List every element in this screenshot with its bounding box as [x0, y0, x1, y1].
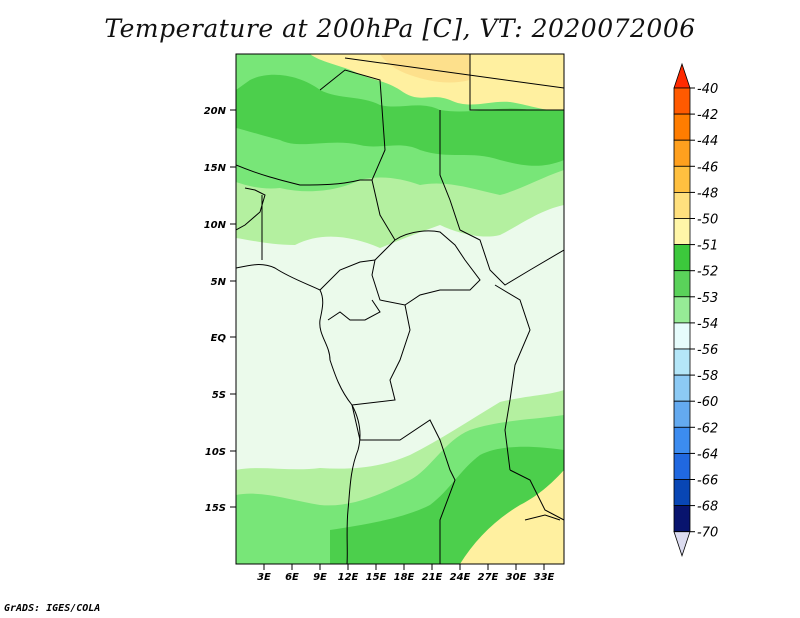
map-field [236, 54, 564, 564]
lon-label-27e: 27E [478, 572, 499, 583]
colorbar-label: -56 [697, 343, 718, 358]
lat-label-15n: 15N [204, 163, 227, 174]
colorbar-label: -53 [697, 291, 718, 306]
colorbar-label: -66 [697, 474, 718, 489]
colorbar-label: -42 [697, 108, 718, 123]
lon-label-15e: 15E [366, 572, 387, 583]
colorbar-swatch [673, 505, 691, 533]
colorbar-swatch [673, 270, 691, 298]
field-yellow-north [310, 54, 564, 111]
colorbar-label: -52 [697, 265, 718, 280]
colorbar-swatch [673, 479, 691, 507]
lon-label-3e: 3E [257, 572, 271, 583]
lon-label-24e: 24E [450, 572, 471, 583]
colorbar-label: -64 [697, 447, 718, 462]
longitude-axis: 3E 6E 9E 12E 15E 18E 21E 24E 27E 30E 33E [257, 564, 555, 583]
colorbar-label: -50 [697, 213, 718, 228]
credit-text: GrADS: IGES/COLA [4, 603, 101, 614]
colorbar-swatch [673, 452, 691, 480]
colorbar-top-arrow [673, 62, 691, 89]
lon-label-12e: 12E [338, 572, 359, 583]
lon-label-18e: 18E [394, 572, 415, 583]
colorbar-swatch [673, 113, 691, 141]
latitude-axis: 20N 15N 10N 5N EQ 5S 10S 15S [204, 106, 236, 514]
colorbar-label: -70 [697, 526, 718, 541]
lon-label-33e: 33E [534, 572, 555, 583]
colorbar-swatch [673, 426, 691, 454]
colorbar-label: -51 [697, 239, 718, 254]
colorbar-swatch [673, 139, 691, 167]
field-darkgreen-north [236, 74, 564, 166]
colorbar-label: -54 [697, 317, 718, 332]
country-borders [236, 54, 564, 564]
lat-label-5n: 5N [211, 277, 227, 288]
field-yellow-southeast [460, 470, 564, 564]
colorbar-swatch [673, 296, 691, 324]
colorbar-swatch [673, 191, 691, 219]
lat-label-eq: EQ [211, 333, 227, 344]
colorbar-label: -40 [697, 82, 718, 97]
colorbar-swatch [673, 322, 691, 350]
colorbar-swatch [673, 87, 691, 115]
colorbar-swatch [673, 374, 691, 402]
colorbar-label: -62 [697, 421, 718, 436]
lon-label-6e: 6E [285, 572, 299, 583]
colorbar-label: -60 [697, 395, 718, 410]
colorbar-label: -58 [697, 369, 718, 384]
colorbar-swatch [673, 348, 691, 376]
colorbar-swatch [673, 165, 691, 193]
lon-label-30e: 30E [506, 572, 527, 583]
map-frame [235, 53, 565, 565]
lat-label-20n: 20N [204, 106, 227, 117]
colorbar-swatch [673, 244, 691, 272]
lat-label-10n: 10N [204, 220, 227, 231]
colorbar-label: -44 [697, 134, 718, 149]
colorbar-label: -68 [697, 500, 718, 515]
field-deep-yellow-north [380, 54, 470, 83]
lat-label-15s: 15S [205, 503, 226, 514]
lat-label-5s: 5S [212, 390, 226, 401]
lon-label-21e: 21E [422, 572, 443, 583]
lat-label-10s: 10S [205, 447, 226, 458]
colorbar-swatch [673, 400, 691, 428]
map-title: Temperature at 200hPa [C], VT: 202007200… [104, 14, 696, 43]
colorbar-bottom-arrow [673, 531, 691, 557]
lon-label-9e: 9E [313, 572, 327, 583]
colorbar-label: -46 [697, 160, 718, 175]
colorbar: -40 -42 -44 -46 -48 -50 -51 -52 -53 -54 -56 -58 -60 -… [673, 62, 718, 557]
colorbar-swatch [673, 218, 691, 246]
colorbar-label: -48 [697, 186, 718, 201]
